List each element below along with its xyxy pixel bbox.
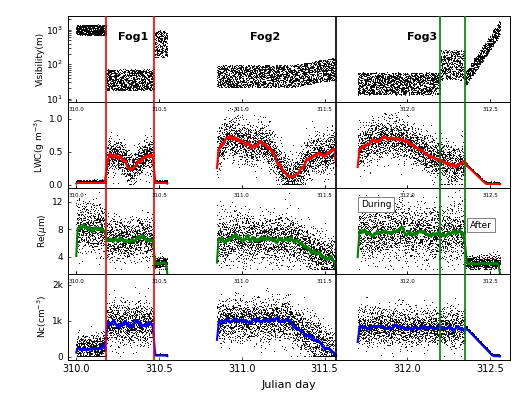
Y-axis label: LWC(g m$^{-3}$): LWC(g m$^{-3}$): [33, 117, 48, 173]
Y-axis label: Nc(cm$^{-3}$): Nc(cm$^{-3}$): [36, 295, 49, 338]
Text: After: After: [470, 221, 492, 230]
Text: During: During: [361, 200, 391, 209]
Text: Fog3: Fog3: [407, 32, 437, 42]
Text: Fog1: Fog1: [118, 32, 148, 42]
Y-axis label: Visibility(m): Visibility(m): [36, 32, 44, 86]
Y-axis label: Re($\mu$m): Re($\mu$m): [36, 214, 49, 248]
Text: Fog2: Fog2: [250, 32, 280, 42]
X-axis label: Julian day: Julian day: [262, 380, 316, 390]
